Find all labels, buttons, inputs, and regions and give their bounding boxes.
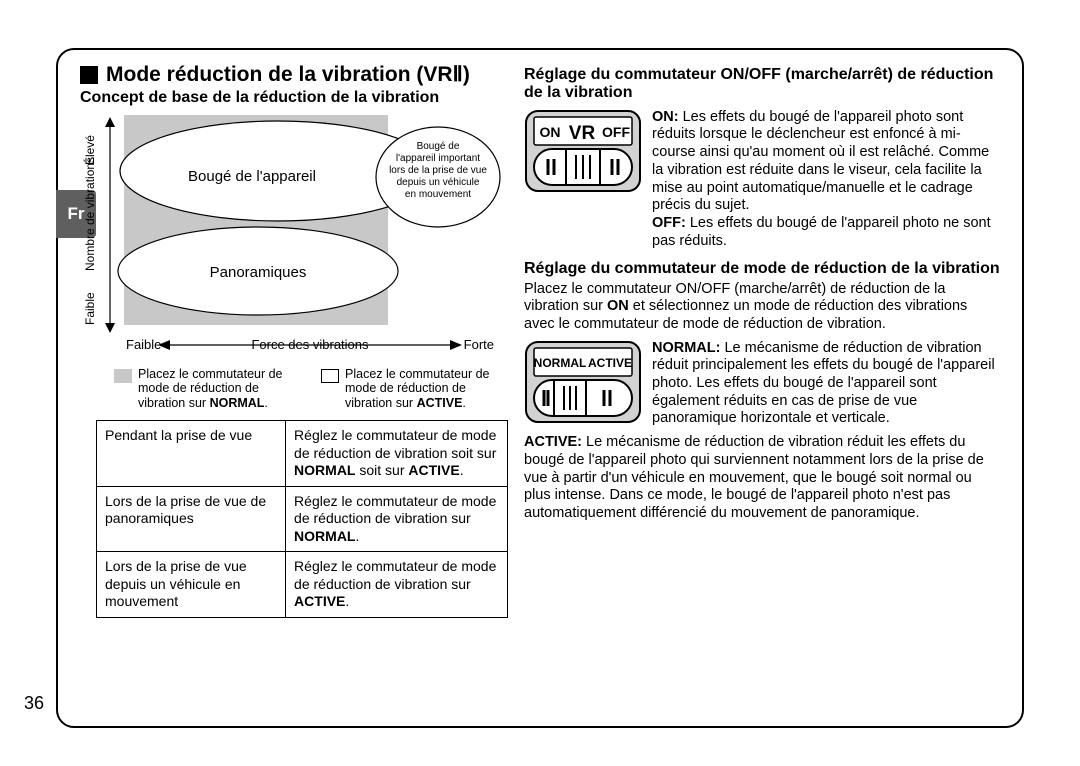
normal-description: NORMAL: Le mécanisme de réduction de vib… — [652, 340, 1000, 428]
svg-text:depuis un véhicule: depuis un véhicule — [397, 177, 480, 188]
active-description: ACTIVE: Le mécanisme de réduction de vib… — [524, 434, 1000, 522]
right-column: Réglage du commutateur ON/OFF (marche/ar… — [510, 62, 1000, 716]
svg-text:Bougé de: Bougé de — [417, 141, 460, 152]
grey-swatch — [114, 369, 132, 383]
svg-text:en mouvement: en mouvement — [405, 189, 471, 200]
mode-title: Réglage du commutateur de mode de réduct… — [524, 260, 1000, 278]
mode-intro: Placez le commutateur ON/OFF (marche/arr… — [524, 281, 1000, 334]
svg-text:Faible: Faible — [126, 337, 161, 352]
svg-text:l'appareil important: l'appareil important — [396, 153, 480, 164]
page-number: 36 — [24, 693, 44, 714]
subheading: Concept de base de la réduction de la vi… — [80, 89, 510, 107]
svg-text:NORMAL: NORMAL — [534, 356, 587, 370]
legend-normal: Placez le commutateur de mode de réducti… — [114, 367, 303, 410]
switch-mode-icon: NORMAL ACTIVE — [524, 340, 642, 424]
modes-table: Pendant la prise de vue Réglez le commut… — [96, 420, 508, 618]
svg-text:ON: ON — [540, 124, 561, 140]
vr-concept-diagram: Bougé de l'appareil important lors de la… — [80, 111, 504, 363]
table-row: Lors de la prise de vue depuis un véhicu… — [97, 552, 508, 618]
svg-text:lors de la prise de vue: lors de la prise de vue — [389, 165, 487, 176]
svg-text:VR: VR — [569, 123, 596, 144]
svg-text:Force des vibrations: Force des vibrations — [251, 337, 369, 352]
svg-text:Bougé de l'appareil: Bougé de l'appareil — [188, 168, 316, 185]
white-swatch — [321, 369, 339, 383]
svg-text:Panoramiques: Panoramiques — [210, 264, 307, 281]
manual-page: Fr 36 Mode réduction de la vibration (VR… — [56, 48, 1024, 728]
square-icon — [80, 66, 98, 84]
switch-onoff-icon: ON VR OFF — [524, 109, 642, 193]
svg-text:OFF: OFF — [602, 124, 630, 140]
svg-text:ACTIVE: ACTIVE — [588, 356, 632, 370]
table-row: Pendant la prise de vue Réglez le commut… — [97, 421, 508, 487]
svg-text:Faible: Faible — [83, 292, 97, 325]
legend-active: Placez le commutateur de mode de réducti… — [321, 367, 510, 410]
section-heading: Mode réduction de la vibration (VRⅡ) — [80, 62, 510, 87]
svg-text:Forte: Forte — [464, 337, 494, 352]
table-row: Lors de la prise de vue de panoramiques … — [97, 486, 508, 552]
legend: Placez le commutateur de mode de réducti… — [80, 367, 510, 410]
on-description: ON: Les effets du bougé de l'appareil ph… — [652, 109, 1000, 251]
heading-text: Mode réduction de la vibration (VRⅡ) — [106, 62, 470, 87]
svg-text:Nombre de vibrations: Nombre de vibrations — [83, 157, 97, 271]
onoff-title: Réglage du commutateur ON/OFF (marche/ar… — [524, 66, 1000, 103]
left-column: Mode réduction de la vibration (VRⅡ) Con… — [70, 62, 510, 716]
